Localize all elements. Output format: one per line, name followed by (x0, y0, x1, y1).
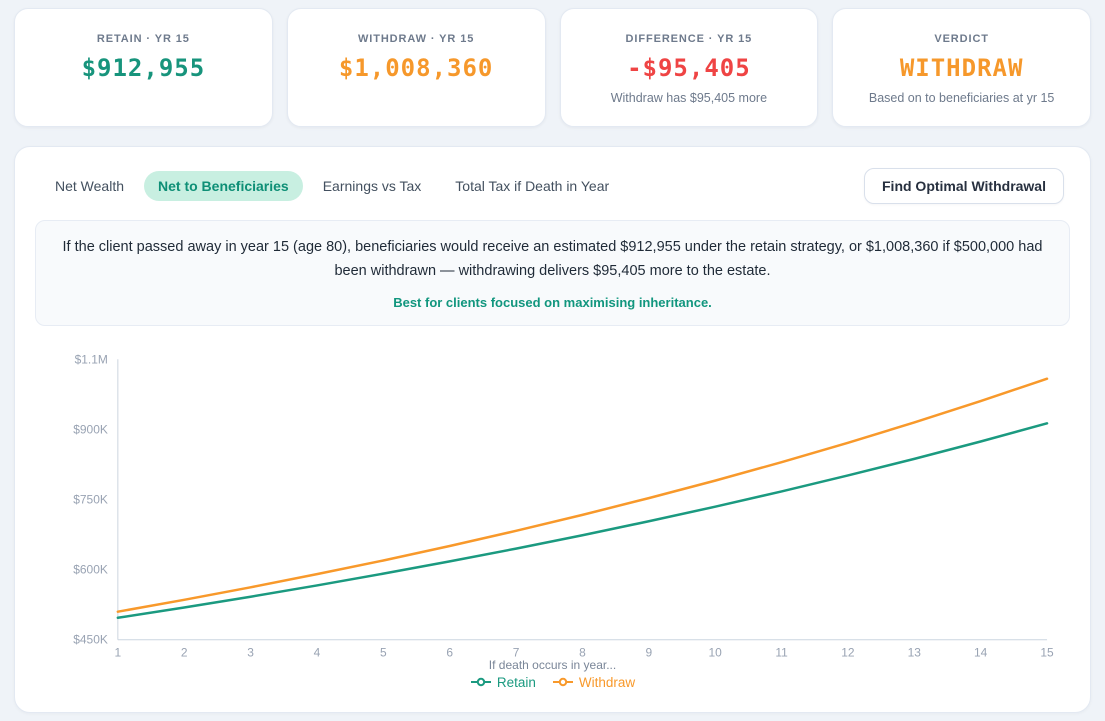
tab-bar: Net Wealth Net to Beneficiaries Earnings… (35, 168, 1070, 204)
stat-card-subtext: Withdraw has $95,405 more (610, 91, 768, 105)
tab-earnings-vs-tax[interactable]: Earnings vs Tax (309, 171, 436, 201)
x-tick-label: 2 (181, 646, 188, 657)
stat-card-verdict: VERDICT WITHDRAW Based on to beneficiari… (832, 8, 1091, 127)
x-tick-label: 14 (974, 646, 988, 657)
stat-card-value: -$95,405 (627, 54, 751, 82)
legend-item-retain[interactable]: Retain (470, 675, 536, 690)
stat-card-retain: RETAIN · YR 15 $912,955 (14, 8, 273, 127)
legend-label: Withdraw (578, 674, 636, 690)
legend-line-marker-icon (552, 678, 573, 687)
stat-card-label: WITHDRAW · YR 15 (357, 33, 475, 45)
stat-card-value: $912,955 (81, 54, 206, 82)
stat-card-difference: DIFFERENCE · YR 15 -$95,405 Withdraw has… (559, 8, 819, 127)
series-line-withdraw (116, 377, 1049, 613)
x-tick-label: 4 (314, 646, 321, 657)
x-tick-label: 5 (380, 646, 387, 657)
x-tick-label: 8 (579, 646, 586, 657)
y-tick-label: $450K (73, 633, 108, 647)
insight-text: If the client passed away in year 15 (ag… (62, 239, 1043, 279)
stat-card-label: DIFFERENCE · YR 15 (625, 33, 753, 45)
x-tick-label: 11 (775, 646, 788, 657)
stat-card-value: $1,008,360 (338, 54, 494, 82)
chart-legend: Retain Withdraw (35, 675, 1070, 690)
tab-total-tax-if-death[interactable]: Total Tax if Death in Year (441, 171, 623, 201)
x-tick-label: 12 (841, 646, 855, 657)
x-tick-label: 13 (908, 646, 922, 657)
x-tick-label: 15 (1040, 646, 1054, 657)
insight-note: Best for clients focused on maximising i… (393, 294, 712, 310)
legend-item-withdraw[interactable]: Withdraw (552, 675, 635, 690)
line-chart-canvas: $450K$600K$750K$900K$1.1M1 2 3 4 5 6 7 8 9 10 11 12… (73, 352, 1054, 657)
stat-cards-row: RETAIN · YR 15 $912,955 WITHDRAW · YR 15… (0, 0, 1105, 127)
stat-card-label: RETAIN · YR 15 (96, 33, 190, 45)
stat-card-value: WITHDRAW (899, 54, 1024, 82)
legend-label: Retain (496, 674, 536, 690)
x-tick-label: 7 (513, 646, 520, 657)
series-line-retain (116, 421, 1049, 619)
stat-card-label: VERDICT (934, 33, 989, 45)
insight-callout: If the client passed away in year 15 (ag… (35, 220, 1070, 326)
main-panel: Net Wealth Net to Beneficiaries Earnings… (14, 146, 1091, 713)
y-tick-label: $750K (73, 492, 108, 506)
x-tick-label: 3 (247, 646, 254, 657)
stat-card-withdraw: WITHDRAW · YR 15 $1,008,360 (286, 8, 546, 127)
x-tick-label: 6 (446, 646, 453, 657)
beneficiaries-chart: $450K $600K $750K $900K $1.1M 1 2 3 4 5 6 7 8 9 10 11 12… (35, 347, 1070, 690)
x-tick-label: 10 (709, 646, 723, 657)
find-optimal-withdrawal-button[interactable]: Find Optimal Withdrawal (864, 168, 1064, 204)
x-tick-label: 1 (115, 646, 122, 657)
legend-line-marker-icon (470, 678, 491, 687)
y-tick-label: $900K (73, 422, 108, 436)
y-tick-label: $1.1M (75, 352, 108, 366)
stat-card-subtext: Based on to beneficiaries at yr 15 (868, 91, 1055, 105)
x-tick-label: 9 (645, 646, 652, 657)
tab-net-to-beneficiaries[interactable]: Net to Beneficiaries (144, 171, 303, 201)
y-tick-label: $600K (73, 562, 108, 576)
x-axis-title: If death occurs in year... (488, 657, 617, 672)
tab-net-wealth[interactable]: Net Wealth (41, 171, 138, 201)
